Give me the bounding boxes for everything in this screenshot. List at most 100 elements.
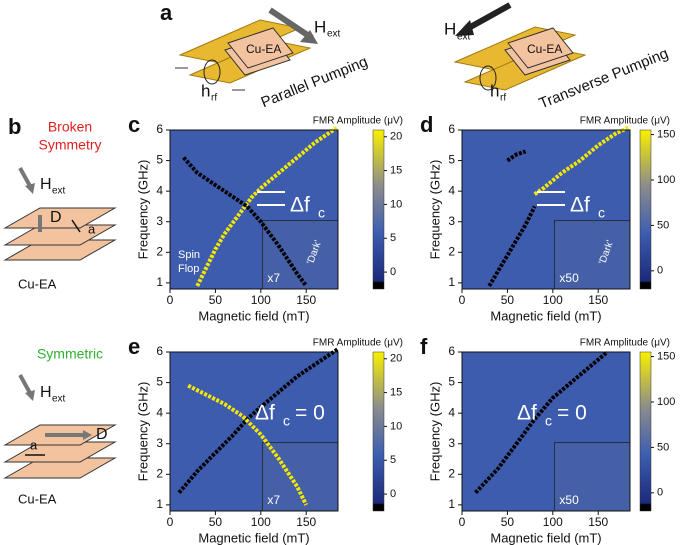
material: Cu-EA [246,42,281,56]
field-sub: ext [327,29,341,40]
colorbar-tick-label: 10 [390,420,402,432]
y-tick-label: 1 [156,275,163,289]
y-tick-label: 3 [156,436,163,450]
colorbar-tick-label: 5 [390,454,396,466]
colorbar [639,129,652,290]
lattice-label: a [88,221,96,236]
delta-sub: c [318,205,325,221]
y-axis-label: Frequency (GHz) [135,160,150,260]
y-tick-label: 3 [448,436,455,450]
x-tick-label: 150 [296,293,316,307]
delta-eq: = 0 [295,402,325,425]
colorbar-tick-label: 150 [657,128,675,140]
y-tick-label: 4 [448,405,455,419]
x-tick-label: 50 [209,515,223,529]
resonance-line [182,156,308,288]
rf-label: h [490,81,499,100]
y-tick-label: 6 [448,122,455,136]
colorbar-tick-label: 100 [657,174,675,186]
x-tick-label: 150 [296,515,316,529]
colorbar-tick-label: 0 [390,266,396,278]
y-tick-label: 2 [156,466,163,480]
y-tick-label: 6 [156,344,163,358]
y-tick-label: 2 [448,466,455,480]
resonance-line [177,347,340,494]
multiplier: x7 [267,493,280,507]
delta-label: Δf [255,402,275,425]
vector-label: D [96,426,108,443]
delta-eq: = 0 [557,402,587,425]
y-tick-label: 5 [156,375,163,389]
plot-frame [169,351,339,512]
y-axis-label: Frequency (GHz) [427,160,442,260]
colorbar-tick-label: 15 [390,165,402,177]
x-axis-label: Magnetic field (mT) [198,530,309,545]
colorbar-tick-label: 0 [657,487,663,499]
colorbar-tick-label: 50 [657,219,669,231]
spin-flop-label: Spin [178,249,200,261]
rf-sub: rf [500,93,506,104]
colorbar-tick-label: 20 [390,353,402,365]
panel-label: d [420,112,433,137]
panel-label: f [420,334,428,359]
panel-label: b [8,114,21,139]
vector-label: D [50,209,62,226]
colorbar-tick-label: 20 [390,131,402,143]
x-tick-label: 50 [501,293,515,307]
field-label: H [40,384,52,401]
colorbar [372,129,385,290]
material: Cu-EA [527,42,562,56]
delta-label: Δf [517,402,537,425]
material: Cu-EA [18,491,57,506]
y-tick-label: 3 [156,214,163,228]
plot-frame [461,129,631,290]
colorbar-title: FMR Amplitude (μV) [313,338,403,349]
panel-label: c [128,112,140,137]
colorbar [372,351,385,512]
y-tick-label: 1 [156,497,163,511]
x-tick-label: 0 [459,293,466,307]
x-tick-label: 100 [543,515,563,529]
x-axis-label: Magnetic field (mT) [490,308,601,323]
resonance-line [487,205,537,287]
lattice-label: a [30,437,38,452]
y-tick-label: 1 [448,275,455,289]
delta-label: Δf [570,194,590,217]
resonance-line [187,383,309,506]
inset [261,442,339,512]
y-tick-label: 5 [156,153,163,167]
colorbar [639,351,652,512]
colorbar-tick-label: 10 [390,198,402,210]
y-tick-label: 5 [448,375,455,389]
y-tick-label: 6 [448,344,455,358]
colorbar-title: FMR Amplitude (μV) [580,116,670,127]
y-tick-label: 3 [448,214,455,228]
field-label: H [314,17,326,36]
x-tick-label: 0 [167,515,174,529]
x-tick-label: 50 [209,293,223,307]
delta-sub: c [598,205,605,221]
y-axis-label: Frequency (GHz) [135,382,150,482]
delta-label: Δf [290,194,310,217]
multiplier: x50 [559,271,579,285]
inset [554,220,631,290]
y-tick-label: 1 [448,497,455,511]
y-tick-label: 4 [156,405,163,419]
rf-sub: rf [211,93,217,104]
colorbar-title: FMR Amplitude (μV) [580,338,670,349]
x-tick-label: 100 [251,293,271,307]
plot-frame [461,351,631,512]
colorbar-tick-label: 0 [390,488,396,500]
x-tick-label: 0 [459,515,466,529]
colorbar-tick-label: 5 [390,232,396,244]
resonance-line [533,125,631,196]
panel-label: e [128,334,140,359]
resonance-line [506,149,527,163]
y-tick-label: 6 [156,122,163,136]
x-axis-label: Magnetic field (mT) [490,530,601,545]
spin-flop-label: Flop [178,263,199,275]
multiplier: x7 [267,271,280,285]
rf-label: h [201,81,210,100]
panel-label: a [160,0,173,25]
title: Symmetry [39,137,102,153]
